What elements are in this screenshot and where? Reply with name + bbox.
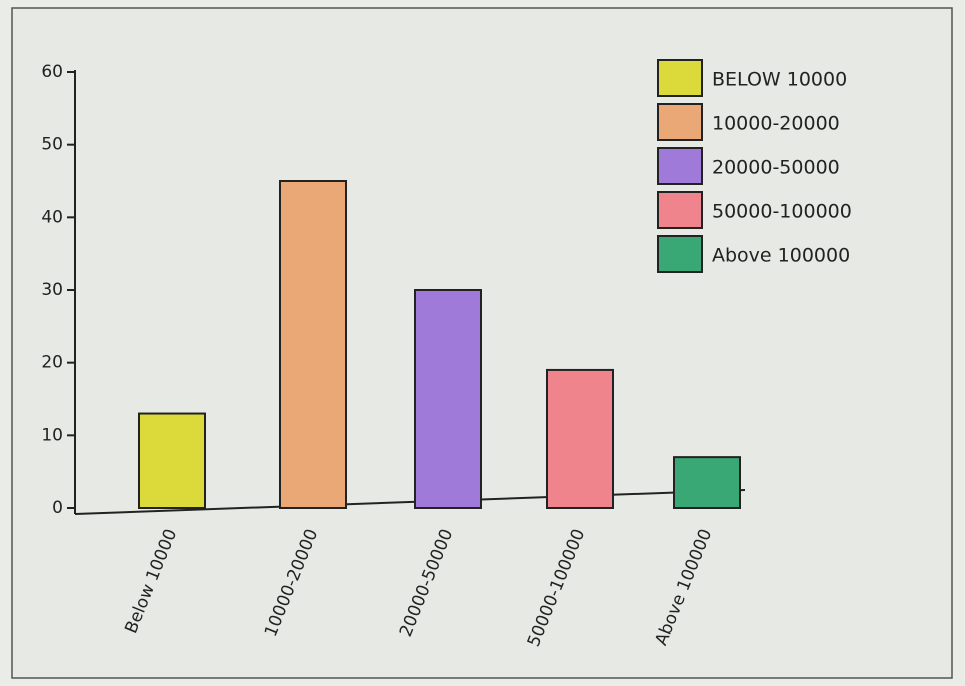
bar [279,180,347,509]
bar [414,289,482,509]
legend-swatch [657,235,703,273]
bar [673,456,741,509]
legend-label: Above 100000 [712,245,850,267]
y-tick-label: 50 [41,135,63,155]
legend-swatch [657,147,703,185]
legend-swatch [657,59,703,97]
bar [546,368,614,509]
y-tick-label: 0 [52,498,63,518]
legend-swatch [657,191,703,229]
legend-label: 10000-20000 [712,113,840,135]
bar [138,412,206,509]
x-axis [74,489,746,515]
y-tick-label: 40 [41,207,63,227]
legend-label: 50000-100000 [712,201,852,223]
legend-swatch [657,103,703,141]
y-tick-label: 60 [41,62,63,82]
y-tick-label: 20 [41,353,63,373]
y-tick-label: 30 [41,280,63,300]
legend-label: 20000-50000 [712,157,840,179]
y-tick-label: 10 [41,425,63,445]
legend-label: BELOW 10000 [712,69,847,91]
